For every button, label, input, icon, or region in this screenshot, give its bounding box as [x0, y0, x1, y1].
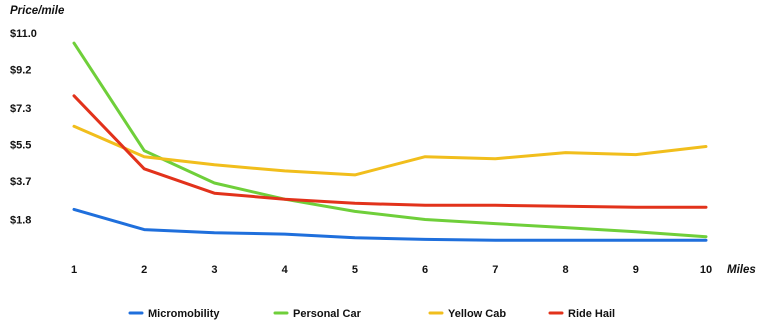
- x-tick-label: 10: [700, 264, 712, 276]
- series-lines: [72, 41, 708, 242]
- x-axis-title: Miles: [727, 264, 756, 276]
- legend-label-ride-hail: Ride Hail: [568, 308, 615, 320]
- y-tick-label: $3.7: [10, 176, 31, 188]
- x-axis-ticks: 1 2 3 4 5 6 7 8 9 10: [71, 264, 712, 276]
- x-tick-label: 5: [352, 264, 358, 276]
- x-tick-label: 6: [422, 264, 428, 276]
- legend-label-yellow-cab: Yellow Cab: [448, 308, 506, 320]
- series-line-ride-hail: [72, 94, 708, 209]
- series-line-yellow-cab: [72, 124, 708, 177]
- y-axis-ticks: $1.8 $3.7 $5.5 $7.3 $9.2 $11.0: [10, 28, 37, 227]
- series-line-personal-car: [72, 41, 708, 239]
- y-axis-title: Price/mile: [10, 5, 65, 17]
- y-tick-label: $5.5: [10, 140, 31, 152]
- x-tick-label: 3: [211, 264, 217, 276]
- x-tick-label: 4: [282, 264, 289, 276]
- legend-label-micromobility: Micromobility: [148, 308, 220, 320]
- chart-legend: Micromobility Personal Car Yellow Cab Ride …: [128, 308, 615, 320]
- x-tick-label: 9: [633, 264, 639, 276]
- series-line-micromobility: [72, 207, 708, 242]
- legend-label-personal-car: Personal Car: [293, 308, 362, 320]
- y-tick-label: $9.2: [10, 65, 31, 77]
- x-tick-label: 7: [492, 264, 498, 276]
- x-tick-label: 8: [563, 264, 569, 276]
- y-tick-label: $11.0: [10, 28, 37, 40]
- y-tick-label: $1.8: [10, 215, 31, 227]
- x-tick-label: 1: [71, 264, 77, 276]
- x-tick-label: 2: [141, 264, 147, 276]
- y-tick-label: $7.3: [10, 103, 31, 115]
